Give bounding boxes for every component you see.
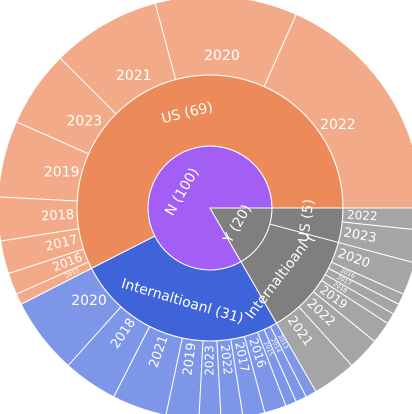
segment-label: 2022: [218, 344, 235, 376]
segment-label: 2023: [203, 345, 217, 375]
segment-label: 2019: [180, 342, 199, 377]
segment-label: 2020: [204, 48, 240, 64]
segment-label: 2019: [44, 164, 80, 180]
segment-label: 2023: [342, 225, 377, 246]
segment-label: 2018: [41, 208, 75, 225]
segment-label: 2020: [71, 293, 107, 309]
segment-label: 2023: [67, 114, 103, 130]
segment-label: 2021: [116, 68, 152, 84]
segment-label: 2017: [44, 232, 80, 254]
segment-label: US (5): [296, 198, 318, 243]
segment-label: 2022: [347, 208, 378, 224]
segment-label: 2022: [320, 117, 356, 133]
sector: [263, 13, 412, 209]
segment-label: 2017: [232, 341, 252, 374]
sector: [341, 207, 412, 230]
